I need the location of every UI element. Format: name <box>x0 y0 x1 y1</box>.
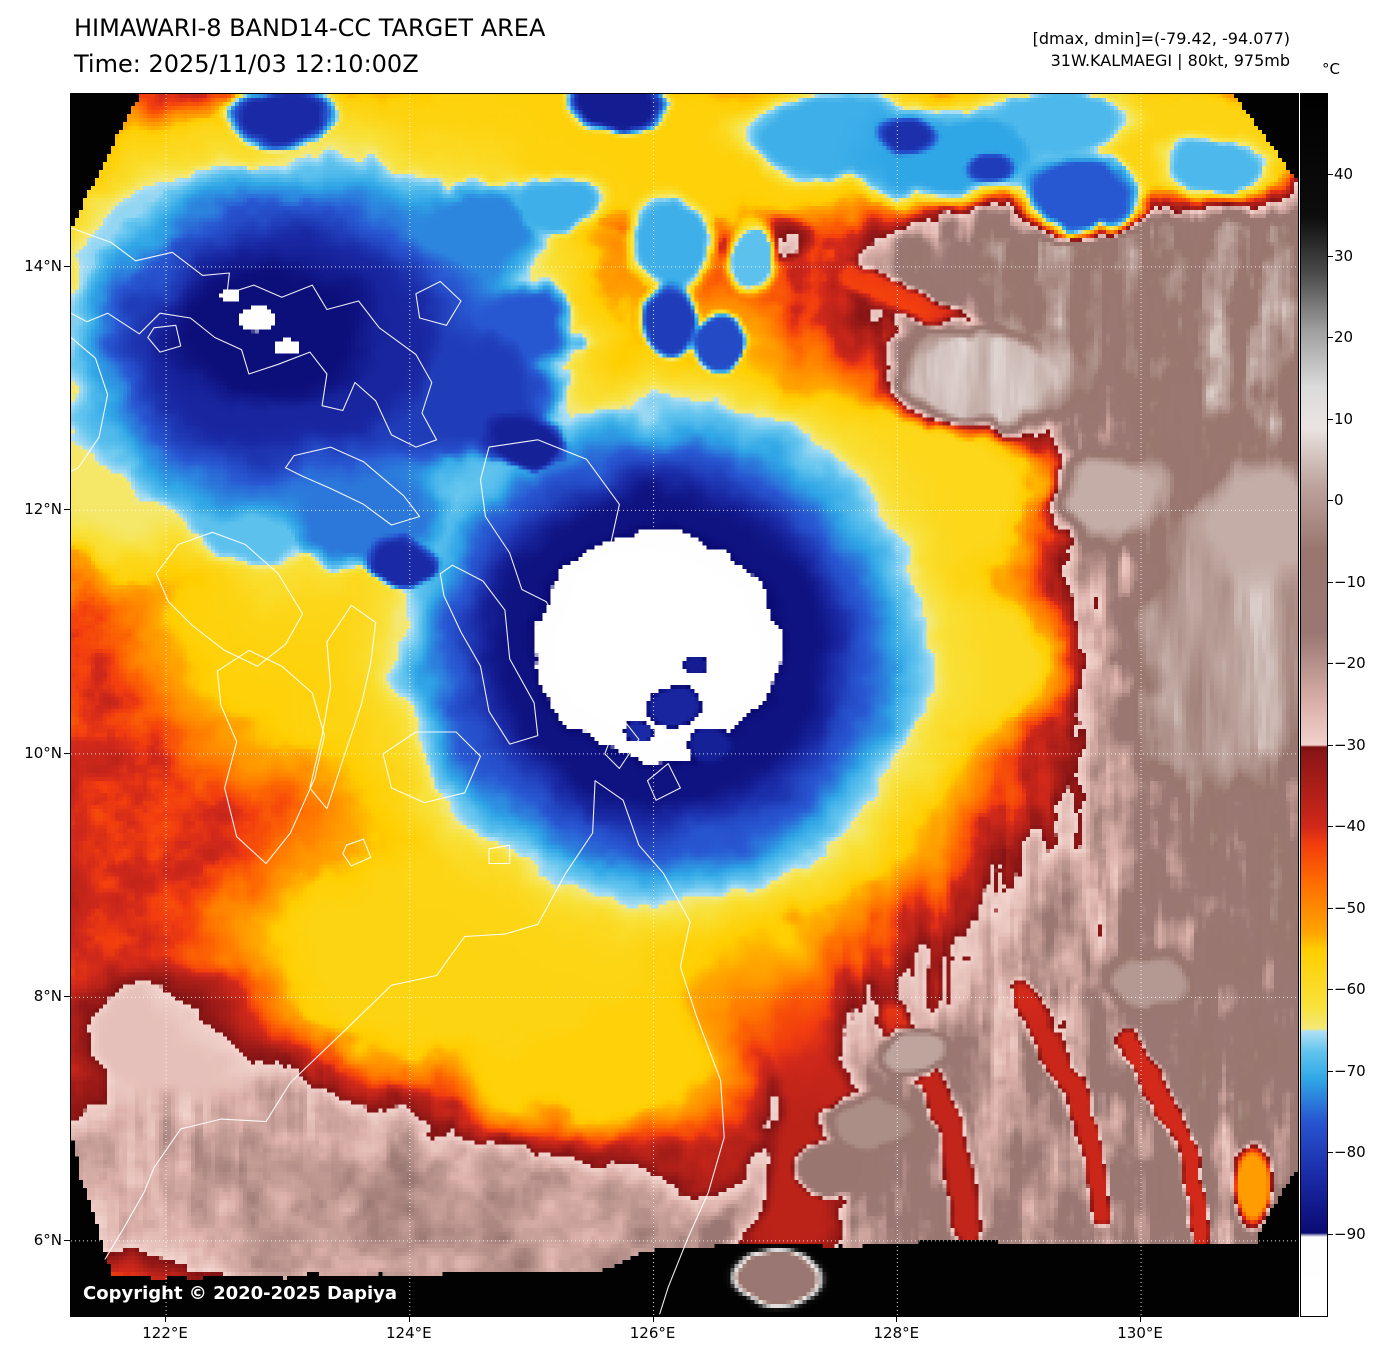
map-overlay <box>71 94 1298 1316</box>
colorbar-unit-label: °C <box>1322 60 1340 78</box>
tick-mark <box>1328 826 1333 828</box>
dmax-dmin-readout: [dmax, dmin]=(-79.42, -94.077) <box>1032 29 1290 48</box>
lat-tick-label: 10°N <box>24 743 62 762</box>
tick-mark <box>1328 1070 1333 1072</box>
colorbar-tick-label: 30 <box>1334 246 1354 265</box>
tick-mark <box>896 1317 898 1322</box>
tick-mark <box>64 752 70 754</box>
tick-mark <box>64 996 70 998</box>
lon-tick-label: 124°E <box>386 1324 432 1342</box>
coastline <box>646 763 681 801</box>
colorbar-tick-label: −30 <box>1334 735 1366 754</box>
tick-mark <box>1328 907 1333 909</box>
tick-mark <box>64 265 70 267</box>
colorbar-tick-label: −60 <box>1334 980 1366 999</box>
tick-mark <box>64 1239 70 1241</box>
lat-tick-label: 6°N <box>33 1230 62 1249</box>
coastline <box>479 439 620 639</box>
tick-mark <box>1328 1233 1333 1235</box>
coastline <box>155 531 304 667</box>
tick-mark <box>1328 663 1333 665</box>
coastline <box>488 844 511 865</box>
tick-mark <box>1328 255 1333 257</box>
colorbar-tick-label: −50 <box>1334 898 1366 917</box>
colorbar-tick-label: 10 <box>1334 409 1354 428</box>
coastline <box>147 324 182 353</box>
tick-mark <box>652 1317 654 1322</box>
colorbar-tick-label: −20 <box>1334 654 1366 673</box>
lat-tick-label: 12°N <box>24 500 62 519</box>
coastline <box>342 838 372 867</box>
coastline <box>104 780 725 1315</box>
lat-tick-label: 8°N <box>33 987 62 1006</box>
tick-mark <box>1328 337 1333 339</box>
satellite-imagery-canvas <box>71 94 1298 1316</box>
lon-tick-label: 126°E <box>629 1324 676 1342</box>
product-time: Time: 2025/11/03 12:10:00Z <box>74 50 419 78</box>
tick-mark <box>1140 1317 1142 1322</box>
coastline <box>284 446 421 526</box>
colorbar <box>1300 93 1328 1317</box>
tick-mark <box>165 1317 167 1322</box>
coastline <box>415 280 462 326</box>
colorbar-tick-label: −40 <box>1334 817 1366 836</box>
colorbar-tick-label: 0 <box>1334 491 1344 510</box>
lon-tick-label: 128°E <box>873 1324 920 1342</box>
tick-mark <box>408 1317 410 1322</box>
tick-mark <box>1328 418 1333 420</box>
coastline <box>216 649 326 865</box>
tick-mark <box>64 509 70 511</box>
coastline <box>439 564 539 745</box>
tick-mark <box>1328 1152 1333 1154</box>
copyright-label: Copyright © 2020-2025 Dapiya <box>83 1283 398 1304</box>
tick-mark <box>1328 174 1333 176</box>
coastline <box>382 731 482 804</box>
coastline <box>71 336 109 472</box>
colorbar-tick-label: −80 <box>1334 1143 1366 1162</box>
tick-mark <box>1328 500 1333 502</box>
colorbar-tick-label: 40 <box>1334 165 1354 184</box>
coastline <box>604 714 640 770</box>
colorbar-tick-label: −10 <box>1334 572 1366 591</box>
colorbar-gradient-canvas <box>1301 94 1327 1316</box>
colorbar-tick-label: 20 <box>1334 328 1354 347</box>
colorbar-tick-label: −90 <box>1334 1224 1366 1243</box>
header-info-block: [dmax, dmin]=(-79.42, -94.077) 31W.KALMA… <box>1033 28 1290 72</box>
colorbar-tick-label: −70 <box>1334 1061 1366 1080</box>
tick-mark <box>1328 581 1333 583</box>
lat-tick-label: 14°N <box>24 256 62 275</box>
coastline <box>309 604 377 810</box>
storm-readout: 31W.KALMAEGI | 80kt, 975mb <box>1050 51 1290 70</box>
product-title: HIMAWARI-8 BAND14-CC TARGET AREA <box>74 14 546 42</box>
tick-mark <box>1328 744 1333 746</box>
lon-tick-label: 130°E <box>1117 1324 1163 1342</box>
lon-tick-label: 122°E <box>142 1324 188 1342</box>
tick-mark <box>1328 989 1333 991</box>
satellite-map-area: Copyright © 2020-2025 Dapiya <box>70 93 1299 1317</box>
coastline <box>71 227 438 448</box>
